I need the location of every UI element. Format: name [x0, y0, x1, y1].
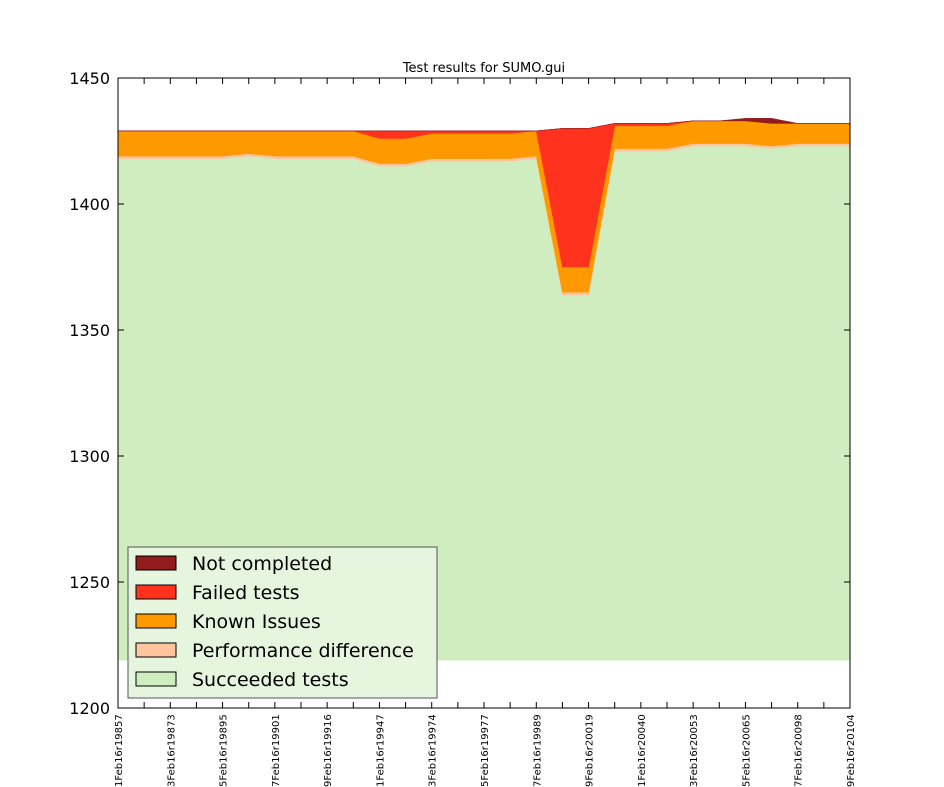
- x-tick-label: 7Feb16r19901: [271, 714, 282, 787]
- x-tick-label: 5Feb16r19895: [219, 714, 230, 787]
- area-not-completed: [118, 118, 850, 132]
- x-tick-label: 7Feb16r19989: [532, 714, 543, 787]
- legend-box: [127, 546, 438, 699]
- x-tick-label: 3Feb16r20053: [689, 714, 700, 787]
- legend-label: Not completed: [192, 553, 332, 575]
- x-tick-label: 5Feb16r19977: [480, 714, 491, 787]
- x-tick-label: 5Feb16r20065: [741, 714, 752, 787]
- legend-label: Known Issues: [192, 611, 321, 633]
- x-tick-label: 9Feb16r19916: [323, 714, 334, 787]
- legend-label: Succeeded tests: [192, 669, 349, 691]
- legend-swatch: [135, 613, 177, 629]
- x-tick-label: 9Feb16r20104: [846, 714, 857, 787]
- x-tick-label: 1Feb16r19947: [375, 714, 386, 787]
- legend-label: Performance difference: [192, 640, 414, 662]
- legend-swatch: [135, 642, 177, 658]
- legend-swatch: [135, 671, 177, 687]
- y-tick-label: 1400: [69, 195, 110, 214]
- y-tick-label: 1300: [69, 447, 110, 466]
- legend-label: Failed tests: [192, 582, 300, 604]
- legend: Not completed Failed tests Known Issues Per…: [127, 546, 438, 699]
- legend-swatch: [135, 584, 177, 600]
- y-tick-label: 1250: [69, 573, 110, 592]
- x-tick-label: 3Feb16r19873: [166, 714, 177, 787]
- y-tick-label: 1350: [69, 321, 110, 340]
- y-tick-label: 1200: [69, 699, 110, 718]
- x-tick-label: 1Feb16r20040: [637, 714, 648, 787]
- x-tick-label: 3Feb16r19974: [428, 714, 439, 787]
- x-tick-label: 9Feb16r20019: [585, 714, 596, 787]
- area-layer: [117, 118, 851, 661]
- chart-title: Test results for SUMO.gui: [402, 61, 565, 76]
- legend-swatch: [135, 555, 177, 571]
- y-tick-label: 1450: [69, 69, 110, 88]
- axes-layer: 1200 1250 1300 1350 1400 1450 1Feb16r19857 3Feb…: [69, 69, 857, 787]
- x-tick-label: 7Feb16r20098: [794, 714, 805, 787]
- x-tick-label: 1Feb16r19857: [114, 714, 125, 787]
